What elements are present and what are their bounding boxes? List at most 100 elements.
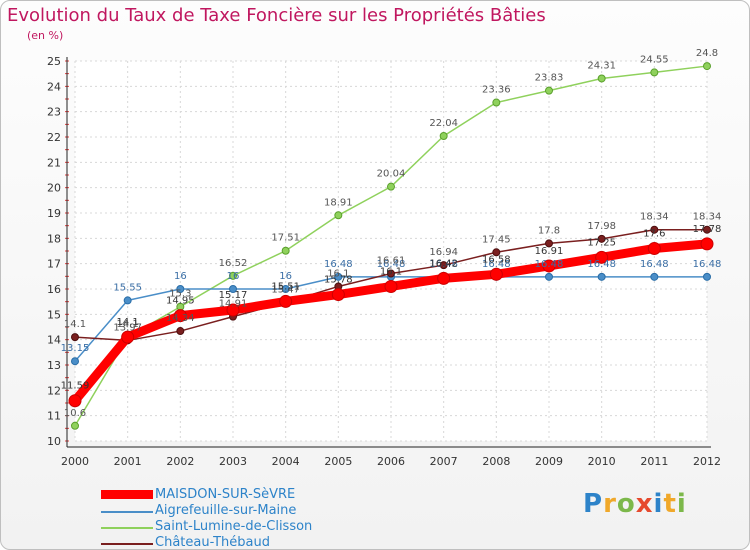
data-label-0-2010: 17.25 [587, 237, 616, 248]
data-label-3-2005: 16.1 [327, 268, 349, 279]
point-2-2012 [703, 62, 711, 71]
y-tick-label-18: 18 [47, 232, 61, 245]
legend-swatch-saint-lumine [101, 527, 153, 529]
data-label-2-2003: 16.52 [219, 258, 248, 269]
legend-label-saint-lumine: Saint-Lumine-de-Clisson [155, 519, 313, 534]
data-label-1-2011: 16.48 [640, 259, 669, 270]
data-label-3-2007: 16.94 [429, 247, 458, 258]
y-tick-label-14: 14 [47, 334, 61, 347]
point-0-2010 [595, 250, 609, 264]
data-label-1-2004: 16 [279, 271, 292, 282]
point-2-2009 [545, 86, 553, 95]
point-3-2002 [176, 327, 185, 336]
y-tick-label-15: 15 [47, 308, 61, 321]
data-label-1-2001: 15.55 [113, 282, 142, 293]
data-label-1-2008: 16.48 [482, 259, 511, 270]
point-0-2007 [437, 271, 451, 285]
y-tick-label-11: 11 [47, 410, 61, 423]
point-3-2010 [597, 234, 606, 243]
data-label-2-2000: 10.6 [64, 408, 86, 419]
x-tick-label-2012: 2012 [693, 455, 721, 468]
y-tick-label-19: 19 [47, 207, 61, 220]
point-2-2005 [334, 211, 343, 220]
point-3-2012 [703, 225, 711, 234]
point-0-2008 [489, 267, 503, 281]
data-label-0-2009: 16.91 [535, 246, 564, 257]
data-label-0-2000: 11.59 [61, 381, 90, 392]
y-tick-label-17: 17 [47, 258, 61, 271]
data-label-2-2006: 20.04 [377, 169, 406, 180]
data-label-0-2011: 17.6 [643, 228, 665, 239]
x-tick-label-2010: 2010 [588, 455, 616, 468]
data-label-1-2002: 16 [174, 271, 187, 282]
data-label-2-2005: 18.91 [324, 197, 353, 208]
data-label-3-2004: 15.47 [271, 284, 300, 295]
point-0-2005 [331, 288, 345, 302]
data-label-1-2003: 16 [227, 271, 240, 282]
proxiti-logo: Proxiti [583, 489, 687, 519]
y-tick-label-13: 13 [47, 359, 61, 372]
data-label-0-2007: 16.42 [429, 258, 458, 269]
chart-title: Evolution du Taux de Taxe Foncière sur l… [7, 5, 546, 26]
chart-subtitle: (en %) [27, 29, 64, 42]
legend-swatch-chateau-thebaud [101, 543, 153, 545]
point-2-2011 [650, 68, 659, 77]
y-tick-label-16: 16 [47, 283, 61, 296]
y-tick-label-22: 22 [47, 131, 61, 144]
point-3-2009 [545, 239, 553, 248]
point-3-2011 [650, 225, 659, 234]
data-label-2-2007: 22.04 [429, 118, 458, 129]
point-0-2009 [542, 259, 556, 273]
x-tick-label-2006: 2006 [377, 455, 405, 468]
point-1-2002 [176, 285, 185, 293]
data-label-1-2000: 13.15 [61, 343, 90, 354]
data-label-0-2004: 15.51 [271, 281, 300, 292]
data-label-3-2008: 17.45 [482, 234, 511, 245]
point-0-2011 [647, 241, 661, 255]
data-label-2-2011: 24.55 [640, 54, 669, 65]
x-tick-label-2005: 2005 [324, 455, 352, 468]
y-tick-label-25: 25 [47, 55, 61, 68]
data-label-1-2005: 16.48 [324, 259, 353, 270]
point-3-2000 [71, 333, 79, 342]
point-2-2003 [229, 271, 237, 280]
legend-swatch-maisdon [101, 490, 153, 499]
legend-label-aigrefeuille: Aigrefeuille-sur-Maine [155, 503, 297, 518]
legend-label-maisdon: MAISDON-SUR-SèVRE [155, 487, 296, 502]
y-tick-label-21: 21 [47, 156, 61, 169]
data-label-1-2009: 16.48 [535, 259, 564, 270]
x-tick-label-2007: 2007 [430, 455, 458, 468]
point-3-2006 [387, 269, 395, 278]
data-label-3-2002: 14.34 [166, 313, 195, 324]
legend-swatch-aigrefeuille [101, 511, 153, 513]
data-label-2-2009: 23.83 [535, 73, 564, 84]
point-1-2004 [281, 285, 290, 293]
point-0-2012 [700, 237, 714, 251]
data-label-3-2010: 17.98 [587, 221, 616, 232]
point-2-2007 [439, 131, 448, 140]
point-2-2008 [492, 98, 501, 107]
point-1-2010 [597, 272, 606, 281]
legend-label-chateau-thebaud: Château-Thébaud [155, 535, 270, 550]
y-tick-label-10: 10 [47, 435, 61, 448]
data-label-0-2003: 15.17 [219, 290, 248, 301]
point-3-2008 [492, 248, 501, 257]
point-0-2001 [121, 330, 135, 344]
data-label-3-2006: 16.61 [377, 256, 406, 267]
x-tick-label-2003: 2003 [219, 455, 247, 468]
data-label-2-2002: 15.3 [169, 289, 191, 300]
x-tick-label-2009: 2009 [535, 455, 563, 468]
data-label-1-2012: 16.48 [693, 259, 722, 270]
data-label-1-2010: 16.48 [587, 259, 616, 270]
point-2-2000 [71, 421, 79, 430]
data-label-0-2001: 14.1 [117, 317, 139, 328]
data-label-3-2001: 13.97 [113, 322, 142, 333]
data-label-2-2010: 24.31 [587, 60, 616, 71]
data-label-2-2008: 23.36 [482, 85, 511, 96]
y-tick-label-20: 20 [47, 182, 61, 195]
point-1-2005 [334, 272, 343, 281]
point-2-2004 [281, 246, 290, 255]
point-0-2003 [226, 303, 240, 317]
